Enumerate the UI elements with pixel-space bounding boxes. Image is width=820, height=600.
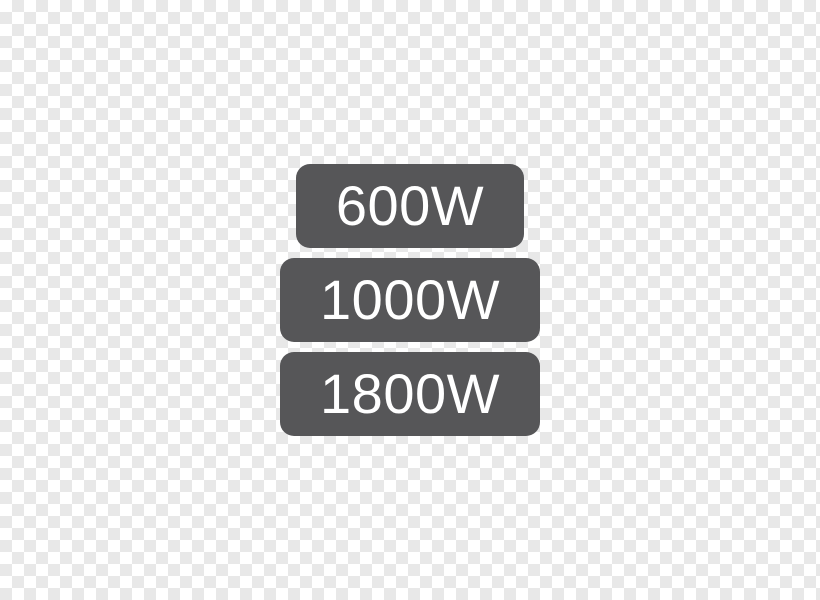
wattage-label: 1000W bbox=[320, 272, 500, 328]
wattage-label: 1800W bbox=[320, 366, 500, 422]
wattage-option-1800w[interactable]: 1800W bbox=[280, 352, 540, 436]
wattage-option-600w[interactable]: 600W bbox=[296, 164, 524, 248]
wattage-options-container: 600W 1000W 1800W bbox=[280, 164, 540, 436]
wattage-label: 600W bbox=[336, 178, 484, 234]
wattage-option-1000w[interactable]: 1000W bbox=[280, 258, 540, 342]
